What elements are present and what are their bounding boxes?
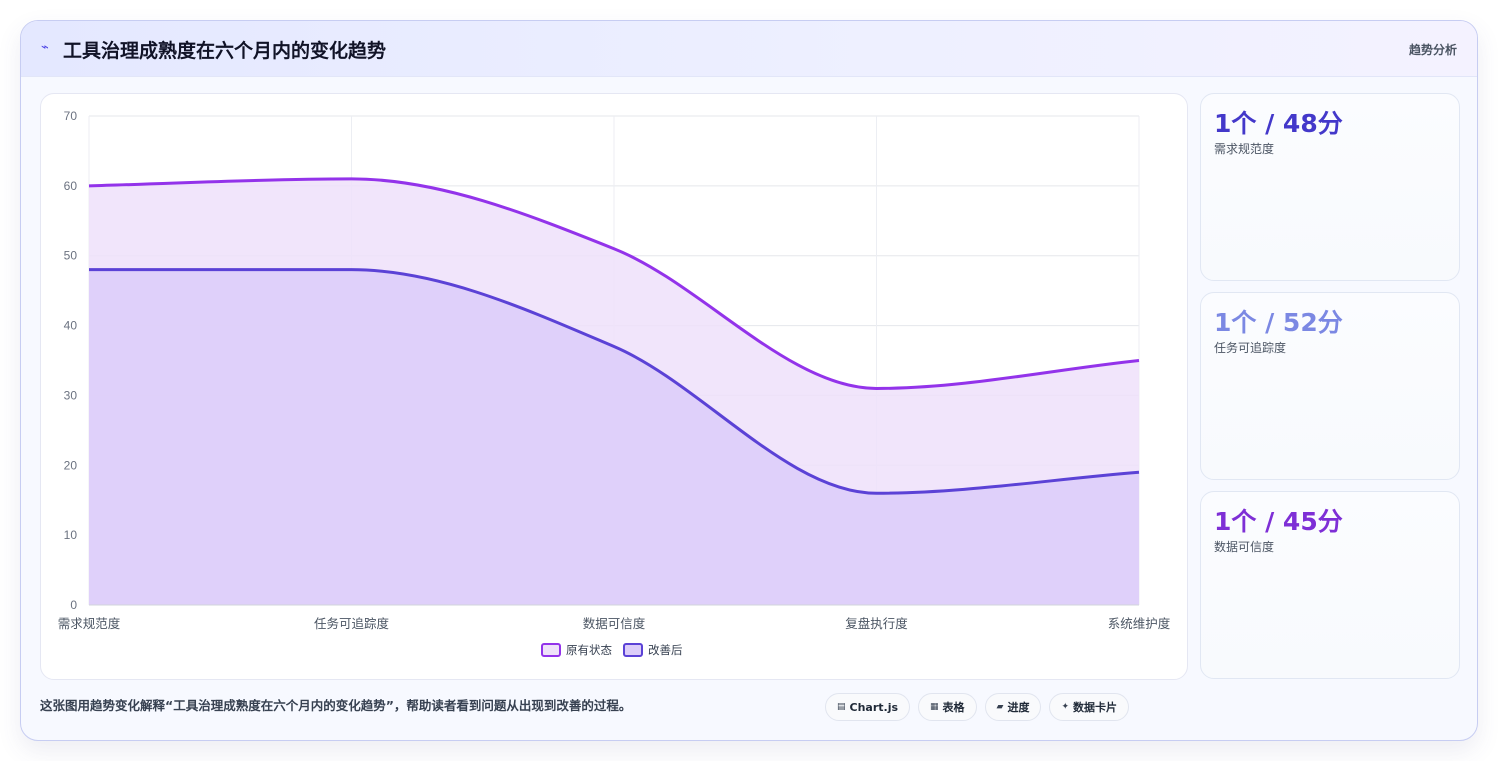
chart-card: ⌁ 工具治理成熟度在六个月内的变化趋势 趋势分析 0 10 20 30 40 50 60 70… xyxy=(20,20,1478,741)
series-line-1 xyxy=(88,177,1140,390)
y-tick-label: 40 xyxy=(64,319,78,333)
page-title: 工具治理成熟度在六个月内的变化趋势 xyxy=(63,40,387,62)
card-icon: ✦ xyxy=(1061,702,1070,712)
x-tick-label: 复盘执行度 xyxy=(845,616,908,631)
stat-label: 任务可追踪度 xyxy=(1214,341,1287,355)
chip-chartjs[interactable]: ▤ Chart.js xyxy=(825,693,911,721)
stat-card-3: 1个 / 45分 数据可信度 xyxy=(1200,491,1460,679)
y-tick-label: 70 xyxy=(64,109,78,123)
chart-panel: 0 10 20 30 40 50 60 70 需求规范度 任务可追踪度 数据可信度 复盘执行度 系统维护… xyxy=(40,93,1188,680)
series-line-2 xyxy=(88,268,1140,495)
x-tick-label: 数据可信度 xyxy=(583,616,646,631)
chip-label: 进度 xyxy=(1007,701,1030,714)
y-tick-label: 0 xyxy=(70,598,77,612)
stat-value: 1个 / 45分 xyxy=(1214,507,1343,536)
chip-label: 数据卡片 xyxy=(1073,701,1118,714)
chart-description: 这张图用趋势变化解释“工具治理成熟度在六个月内的变化趋势”，帮助读者看到问题从出… xyxy=(40,698,632,713)
legend-label: 改善后 xyxy=(648,643,683,657)
stat-card-1: 1个 / 48分 需求规范度 xyxy=(1200,93,1460,281)
y-tick-label: 10 xyxy=(64,528,78,542)
legend-swatch xyxy=(541,643,561,657)
x-tick-label: 需求规范度 xyxy=(58,616,121,631)
stat-label: 需求规范度 xyxy=(1214,142,1275,156)
legend-swatch xyxy=(623,643,643,657)
x-tick-label: 系统维护度 xyxy=(1108,616,1171,631)
chip-group: ▤ Chart.js ▦ 表格 ▰ 进度 ✦ 数据卡片 xyxy=(825,693,1130,723)
x-tick-label: 任务可追踪度 xyxy=(314,616,390,631)
chip-progress[interactable]: ▰ 进度 xyxy=(984,693,1042,721)
chip-label: Chart.js xyxy=(849,700,899,714)
y-tick-label: 20 xyxy=(64,458,78,472)
legend-label: 原有状态 xyxy=(566,643,612,657)
progress-icon: ▰ xyxy=(996,702,1004,712)
chip-table[interactable]: ▦ 表格 xyxy=(918,693,977,721)
card-header: ⌁ 工具治理成熟度在六个月内的变化趋势 趋势分析 xyxy=(21,21,1477,77)
lightning-icon: ⌁ xyxy=(41,40,49,55)
stat-value: 1个 / 52分 xyxy=(1214,308,1343,337)
y-tick-label: 30 xyxy=(64,388,78,402)
chip-label: 表格 xyxy=(942,701,965,714)
chart-icon: ▤ xyxy=(837,702,846,712)
table-icon: ▦ xyxy=(930,702,939,712)
stat-label: 数据可信度 xyxy=(1214,540,1275,554)
area-chart: 0 10 20 30 40 50 60 70 需求规范度 任务可追踪度 数据可信度 复盘执行度 系统维护… xyxy=(58,109,1171,657)
stat-card-2: 1个 / 52分 任务可追踪度 xyxy=(1200,292,1460,480)
stat-value: 1个 / 48分 xyxy=(1214,109,1343,138)
series-area-2 xyxy=(89,269,1139,605)
header-tag: 趋势分析 xyxy=(1408,43,1457,57)
chip-data-card[interactable]: ✦ 数据卡片 xyxy=(1049,693,1130,721)
y-tick-label: 50 xyxy=(64,249,78,263)
y-tick-label: 60 xyxy=(64,179,78,193)
